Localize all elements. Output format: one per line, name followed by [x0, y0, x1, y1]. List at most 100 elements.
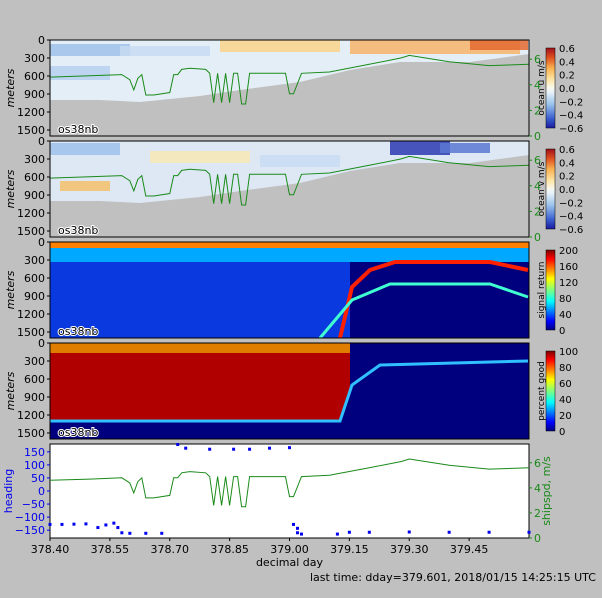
heading-point — [295, 531, 299, 535]
ylabel: meters — [4, 371, 17, 410]
velocity-patch — [60, 181, 110, 191]
panel-3: 0 300 600 900 1200 1500 meters os38nb 200 160 120 8… — [4, 236, 578, 339]
pg-near-surface — [50, 343, 350, 353]
colorbar-tick-label: 0.6 — [559, 44, 575, 55]
heading-point — [48, 522, 52, 526]
heading-point — [84, 522, 88, 526]
xtick-label: 379.30 — [390, 543, 429, 556]
colorbar-tick-label: 0.2 — [559, 71, 575, 82]
right-tick-label: 4 — [534, 79, 541, 92]
instrument-label: os38nb — [58, 325, 98, 338]
heading-point — [248, 447, 252, 451]
right-tick-label: 6 — [534, 53, 541, 66]
heading-point — [487, 530, 491, 534]
xlabel: decimal day — [256, 556, 324, 569]
ytick-label: 1200 — [17, 409, 45, 422]
xtick-label: 378.70 — [151, 543, 190, 556]
instrument-label: os38nb — [58, 426, 98, 439]
ytick-label: 1200 — [17, 207, 45, 220]
heading-point — [232, 447, 236, 451]
left-tick-label: −150 — [15, 524, 45, 537]
ytick-label: 1200 — [17, 308, 45, 321]
heading-point — [72, 522, 76, 526]
ytick-label: 0 — [38, 135, 45, 148]
colorbar-tick-label: 40 — [559, 395, 572, 406]
right-tick-label: 0 — [534, 130, 541, 143]
colorbar-scale — [545, 350, 556, 432]
colorbar-tick-label: 120 — [559, 278, 578, 289]
colorbar: 200 160 120 80 40 0 signal return — [537, 246, 578, 337]
colorbar-tick-label: −0.2 — [559, 97, 583, 108]
velocity-patch — [50, 66, 110, 80]
left-tick-label: 50 — [31, 472, 45, 485]
ytick-label: 1500 — [17, 225, 45, 238]
ytick-label: 0 — [38, 337, 45, 350]
ytick-label: 1500 — [17, 326, 45, 339]
ytick-label: 1200 — [17, 106, 45, 119]
right-tick-label: 2 — [534, 104, 541, 117]
colorbar-tick-label: 0.4 — [559, 57, 575, 68]
velocity-patch — [150, 151, 250, 163]
colorbar-scale — [545, 249, 556, 331]
ytick-label: 300 — [24, 355, 45, 368]
panel-5: 150100500−50−100−150heading6420shipspd, … — [2, 443, 553, 569]
colorbar-tick-label: 0.0 — [559, 84, 575, 95]
left-tick-label: −50 — [22, 498, 45, 511]
last-time-footer: last time: dday=379.601, 2018/01/15 14:2… — [310, 571, 596, 584]
velocity-patch — [120, 46, 210, 56]
colorbar-tick-label: 80 — [559, 294, 572, 305]
xtick-label: 378.55 — [91, 543, 130, 556]
ytick-label: 1500 — [17, 427, 45, 440]
right-axis-label: shipspd, m/s — [540, 456, 553, 526]
colorbar-label: ocean u m/s — [537, 60, 547, 115]
panel-4: 0 300 600 900 1200 1500 meters os38nb 100 80 60 40 2… — [4, 337, 578, 440]
colorbar: 0.6 0.4 0.2 0.0 −0.2 −0.4 −0.6 ocean v m/s — [537, 145, 583, 236]
velocity-patch — [260, 155, 340, 167]
colorbar-tick-label: 80 — [559, 363, 572, 374]
heading-point — [176, 443, 180, 447]
colorbar-tick-label: 40 — [559, 310, 572, 321]
colorbar-tick-label: 0.2 — [559, 172, 575, 183]
ytick-label: 900 — [24, 189, 45, 202]
shipspd-line — [49, 458, 530, 508]
ylabel: meters — [4, 68, 17, 107]
velocity-patch — [50, 143, 120, 155]
colorbar: 0.6 0.4 0.2 0.0 −0.2 −0.4 −0.6 ocean u m/s — [537, 44, 583, 135]
heading-point — [96, 526, 100, 530]
pg-transition — [50, 359, 529, 423]
xtick-label: 378.40 — [31, 543, 70, 556]
instrument-label: os38nb — [58, 123, 98, 136]
velocity-patch — [390, 141, 450, 155]
left-tick-label: 100 — [24, 459, 45, 472]
panel-2: 0 300 600 900 1200 1500 meters os38nb 6 4 2 0 0.6 0.4… — [4, 135, 583, 244]
xtick-label: 379.00 — [270, 543, 309, 556]
heading-point — [268, 446, 272, 450]
ytick-label: 900 — [24, 88, 45, 101]
colorbar: 100 80 60 40 20 0 percent good — [537, 347, 578, 438]
heading-point — [208, 447, 212, 451]
colorbar-tick-label: 0.6 — [559, 145, 575, 156]
velocity-patch — [470, 40, 528, 50]
ytick-label: 0 — [38, 34, 45, 47]
left-tick-label: 150 — [24, 446, 45, 459]
velocity-patch — [220, 40, 340, 52]
shipspd-overlay-line — [49, 54, 530, 105]
heading-point — [299, 532, 303, 536]
ytick-label: 300 — [24, 254, 45, 267]
ylabel: meters — [4, 270, 17, 309]
ytick-label: 300 — [24, 153, 45, 166]
right-tick-label: 2 — [534, 507, 541, 520]
colorbar-scale — [545, 148, 556, 230]
xtick-label: 379.15 — [330, 543, 369, 556]
colorbar-tick-label: 200 — [559, 246, 578, 257]
signal-body — [50, 262, 350, 338]
ytick-label: 600 — [24, 272, 45, 285]
ytick-label: 900 — [24, 391, 45, 404]
heading-point — [144, 531, 148, 535]
right-tick-label: 4 — [534, 180, 541, 193]
heading-point — [295, 526, 299, 530]
ylabel: meters — [4, 169, 17, 208]
signal-bottom-echo — [338, 260, 529, 339]
colorbar-tick-label: −0.4 — [559, 111, 583, 122]
